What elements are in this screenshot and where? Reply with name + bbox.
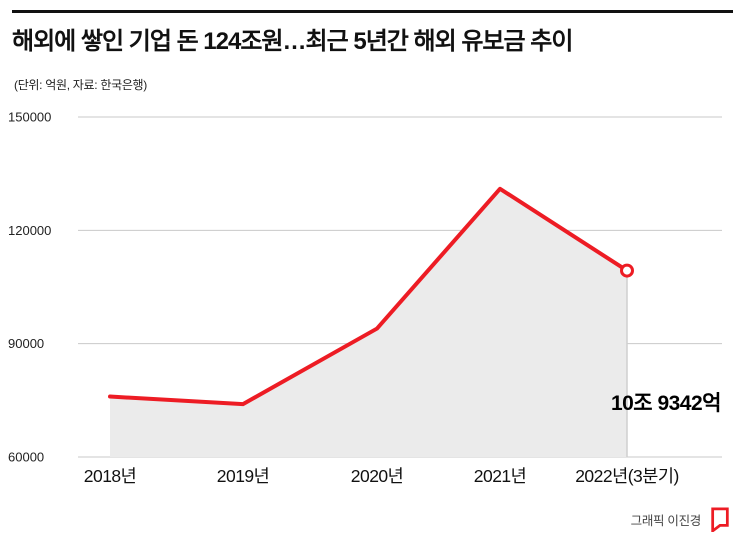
credit-text: 그래픽 이진경: [630, 513, 702, 528]
x-axis-tick-label: 2021년: [474, 466, 527, 486]
footer: 그래픽 이진경: [631, 506, 731, 532]
y-axis-tick-label: 90000: [8, 336, 44, 351]
last-point-marker: [620, 263, 634, 278]
y-axis-tick-label: 120000: [8, 223, 51, 238]
area-fill: [110, 188, 627, 457]
x-axis-tick-label: 2019년: [217, 466, 270, 486]
last-value-label: 10조 9342억: [610, 392, 722, 415]
line-chart: 150000 120000 90000 60000 2018년 2019년 2020년 202…: [0, 103, 745, 498]
publisher-logo-icon: [711, 507, 729, 532]
title-top-rule: [12, 10, 733, 13]
line-chart-canvas: 150000 120000 90000 60000 2018년 2019년 2020년 202…: [8, 110, 722, 486]
y-axis-tick-label: 60000: [8, 450, 44, 465]
x-axis-tick-label: 2020년: [351, 466, 404, 486]
data-line: [108, 186, 629, 407]
chart-subtitle: (단위: 억원, 자료: 한국은행): [14, 78, 147, 92]
chart-title: 해외에 쌓인 기업 돈 124조원…최근 5년간 해외 유보금 추이: [12, 28, 573, 55]
y-axis-tick-label: 150000: [8, 110, 51, 125]
x-axis-tick-label: 2018년: [84, 466, 137, 486]
x-axis-tick-label: 2022년(3분기): [575, 466, 679, 486]
